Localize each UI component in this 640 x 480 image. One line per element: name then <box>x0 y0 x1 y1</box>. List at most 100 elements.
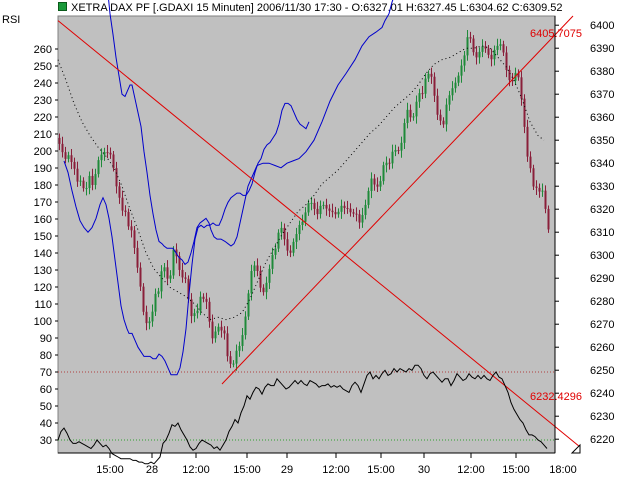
candle-body-147 <box>499 44 502 46</box>
candle-body-123 <box>427 73 430 79</box>
candle-body-162 <box>544 190 547 209</box>
candle-body-28 <box>142 286 145 312</box>
rsi-tick-label-180: 180 <box>34 180 52 192</box>
candle-body-71 <box>271 254 274 269</box>
candle-body-45 <box>193 313 196 317</box>
rsi-tick-label-50: 50 <box>40 401 52 413</box>
candle-body-73 <box>277 232 280 249</box>
candle-body-155 <box>523 98 526 127</box>
candle-body-6 <box>76 168 79 182</box>
candle-body-104 <box>370 178 373 191</box>
interval-label: 15 Minuten] <box>196 2 254 14</box>
candle-body-150 <box>508 69 511 81</box>
candle-body-158 <box>532 168 535 187</box>
rsi-tick-label-90: 90 <box>40 333 52 345</box>
candle-body-25 <box>133 230 136 248</box>
candle-body-137 <box>469 37 472 39</box>
candle-body-24 <box>130 226 133 231</box>
candle-body-138 <box>472 38 475 53</box>
candle-body-88 <box>322 204 325 206</box>
candle-body-119 <box>415 101 418 117</box>
rsi-tick-label-70: 70 <box>40 367 52 379</box>
candle-body-118 <box>412 116 415 118</box>
time-tick-label-4: 29 <box>281 464 293 476</box>
candle-body-96 <box>346 207 349 209</box>
candle-body-127 <box>439 114 442 121</box>
candle-body-120 <box>418 93 421 102</box>
candle-body-122 <box>424 78 427 94</box>
candle-body-64 <box>250 270 253 294</box>
candle-body-11 <box>91 175 94 185</box>
rsi-tick-label-220: 220 <box>34 112 52 124</box>
candle-body-129 <box>445 104 448 125</box>
candle-body-98 <box>352 212 355 214</box>
rsi-tick-label-120: 120 <box>34 282 52 294</box>
candle-body-27 <box>139 267 142 287</box>
trendline-0 <box>57 20 580 447</box>
candle-body-74 <box>280 227 283 233</box>
candle-body-145 <box>493 49 496 60</box>
candle-body-10 <box>88 175 91 189</box>
candle-body-76 <box>286 239 289 251</box>
candle-body-143 <box>487 48 490 55</box>
candle-body-114 <box>400 142 403 151</box>
candle-body-0 <box>58 137 61 144</box>
candle-body-83 <box>307 203 310 213</box>
price-tick-label-6280: 6280 <box>590 296 614 308</box>
time-tick-label-6: 15:00 <box>367 464 395 476</box>
candle-body-3 <box>67 155 70 159</box>
candle-body-44 <box>190 299 193 317</box>
candle-body-8 <box>82 180 85 189</box>
candle-body-107 <box>379 181 382 187</box>
rsi-tick-label-100: 100 <box>34 316 52 328</box>
price-tick-label-6360: 6360 <box>590 112 614 124</box>
price-tick-label-6240: 6240 <box>590 388 614 400</box>
candle-body-65 <box>253 265 256 271</box>
candle-body-100 <box>358 214 361 223</box>
rsi-tick-label-150: 150 <box>34 231 52 243</box>
candle-body-110 <box>388 162 391 164</box>
candle-body-85 <box>313 202 316 209</box>
candle-body-135 <box>463 55 466 66</box>
price-tick-label-6340: 6340 <box>590 158 614 170</box>
price-tick-label-6330: 6330 <box>590 181 614 193</box>
candle-body-23 <box>127 211 130 227</box>
trendline-1 <box>221 15 574 385</box>
price-tick-label-6270: 6270 <box>590 319 614 331</box>
candle-body-105 <box>373 178 376 185</box>
candle-body-130 <box>448 95 451 105</box>
rsi-line <box>57 364 548 465</box>
candle-body-112 <box>394 150 397 152</box>
candle-body-86 <box>316 208 319 215</box>
candle-body-14 <box>100 154 103 161</box>
rsi-tick-label-60: 60 <box>40 384 52 396</box>
price-tick-label-6230: 6230 <box>590 411 614 423</box>
candle-body-136 <box>466 37 469 56</box>
candle-body-79 <box>295 234 298 242</box>
candle-body-61 <box>241 335 244 346</box>
candle-body-31 <box>151 311 154 322</box>
rsi-tick-label-240: 240 <box>34 78 52 90</box>
candle-body-149 <box>505 52 508 70</box>
candle-body-154 <box>520 77 523 99</box>
candle-body-90 <box>328 208 331 211</box>
candle-body-53 <box>217 326 220 332</box>
candle-body-42 <box>184 277 187 279</box>
candle-body-18 <box>112 154 115 169</box>
candle-body-41 <box>181 269 184 278</box>
candle-body-81 <box>301 221 304 225</box>
rsi-tick-label-140: 140 <box>34 248 52 260</box>
candle-body-12 <box>94 174 97 185</box>
candle-body-75 <box>283 227 286 240</box>
price-tick-label-6310: 6310 <box>590 227 614 239</box>
candle-body-106 <box>376 184 379 187</box>
candle-body-15 <box>103 152 106 155</box>
candle-body-9 <box>85 188 88 190</box>
time-tick-label-7: 30 <box>418 464 430 476</box>
candle-body-68 <box>262 287 265 293</box>
candle-body-17 <box>109 152 112 155</box>
candle-body-103 <box>367 190 370 205</box>
candle-body-62 <box>244 316 247 336</box>
candle-body-5 <box>73 161 76 169</box>
